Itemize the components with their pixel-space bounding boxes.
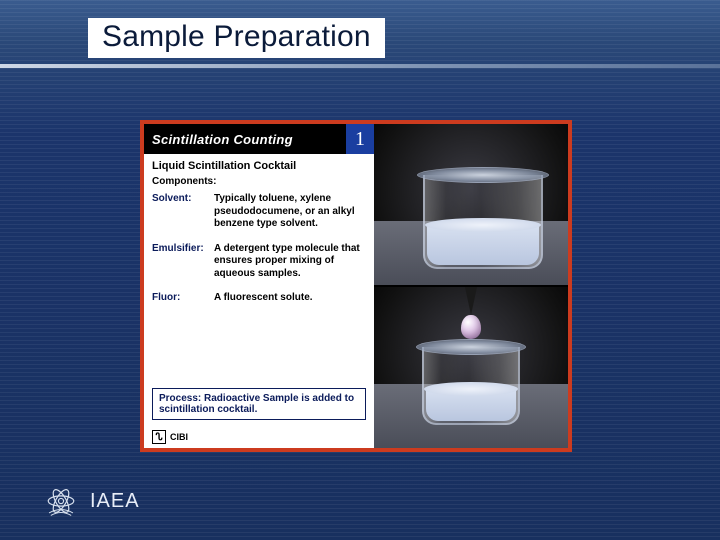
- beaker-icon: [423, 175, 543, 269]
- card-header: Scintillation Counting 1: [144, 124, 374, 154]
- component-desc: Typically toluene, xylene pseudodocumene…: [214, 193, 366, 231]
- iaea-logo-icon: [44, 484, 78, 518]
- card-subtitle: Liquid Scintillation Cocktail: [152, 160, 366, 172]
- illustration-pane: [374, 124, 568, 448]
- card-inner: Scintillation Counting 1 Liquid Scintill…: [144, 124, 568, 448]
- footer-org-text: IAEA: [90, 490, 140, 513]
- illustration-bottom-beaker-with-drop: [374, 287, 568, 448]
- source-icon: ᔐ: [152, 430, 166, 444]
- process-text: Process: Radioactive Sample is added to …: [159, 393, 354, 415]
- sample-drop-icon: [461, 315, 481, 339]
- source-label: CIBI: [170, 432, 188, 442]
- component-desc: A fluorescent solute.: [214, 292, 366, 305]
- card-text-pane: Liquid Scintillation Cocktail Components…: [144, 154, 374, 426]
- illustration-top-beaker: [374, 124, 568, 285]
- beaker-icon: [422, 347, 520, 425]
- component-name: Solvent:: [152, 193, 208, 231]
- content-card: Scintillation Counting 1 Liquid Scintill…: [140, 120, 572, 452]
- components-table: Solvent: Typically toluene, xylene pseud…: [152, 193, 366, 305]
- title-divider: [0, 64, 720, 68]
- card-header-text: Scintillation Counting: [152, 132, 293, 147]
- process-box: Process: Radioactive Sample is added to …: [152, 388, 366, 420]
- pipette-icon: [463, 287, 479, 329]
- component-desc: A detergent type molecule that ensures p…: [214, 243, 366, 281]
- footer-branding: IAEA: [44, 484, 140, 518]
- component-name: Emulsifier:: [152, 243, 208, 281]
- step-number-badge: 1: [346, 124, 374, 154]
- slide-title: Sample Preparation: [88, 18, 385, 58]
- component-name: Fluor:: [152, 292, 208, 305]
- components-label: Components:: [152, 176, 366, 187]
- source-row: ᔐ CIBI: [144, 426, 374, 448]
